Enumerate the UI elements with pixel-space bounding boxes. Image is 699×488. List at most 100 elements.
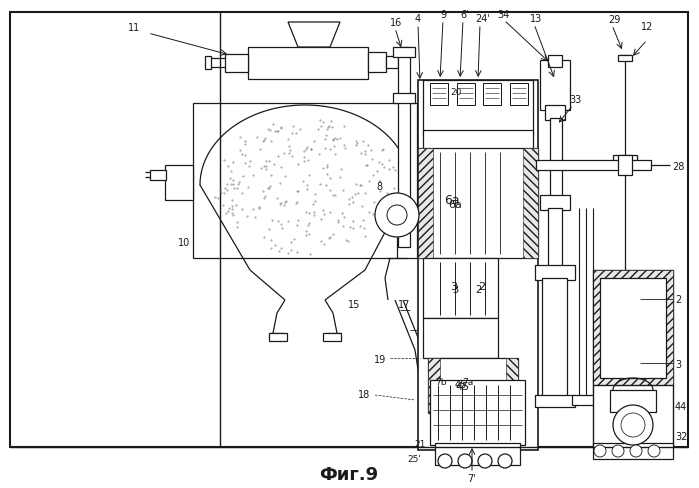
Bar <box>593 270 673 385</box>
Bar <box>612 380 638 390</box>
Text: 45: 45 <box>455 382 469 392</box>
Bar <box>610 278 640 286</box>
Text: 34: 34 <box>497 10 510 20</box>
Bar <box>368 52 386 72</box>
Text: 11: 11 <box>128 23 140 33</box>
Text: 2: 2 <box>478 282 485 292</box>
Bar <box>398 47 410 247</box>
Text: 21: 21 <box>414 440 426 449</box>
Bar <box>483 83 501 105</box>
Circle shape <box>387 205 407 225</box>
Bar <box>613 155 637 163</box>
Circle shape <box>438 454 452 468</box>
Text: 6': 6' <box>460 10 468 20</box>
Bar <box>542 278 567 398</box>
Bar <box>248 47 368 79</box>
Text: 6a: 6a <box>444 194 460 206</box>
Text: 19: 19 <box>374 355 387 365</box>
Text: 18: 18 <box>358 390 370 400</box>
Circle shape <box>458 454 472 468</box>
Text: 3: 3 <box>452 285 458 295</box>
Bar <box>548 208 562 268</box>
Text: 2: 2 <box>675 295 682 305</box>
Text: 2: 2 <box>475 285 481 295</box>
Bar <box>418 148 538 258</box>
Circle shape <box>375 193 419 237</box>
Bar <box>618 155 632 175</box>
Bar <box>435 443 520 465</box>
Text: 7b: 7b <box>435 378 447 387</box>
Bar <box>600 278 666 378</box>
Bar <box>593 270 673 385</box>
Text: 25': 25' <box>407 455 421 464</box>
Text: 4: 4 <box>415 14 421 24</box>
Bar <box>428 358 518 413</box>
Text: 10: 10 <box>178 238 190 248</box>
Bar <box>572 395 602 405</box>
Bar <box>535 395 575 407</box>
Bar <box>593 443 673 459</box>
Polygon shape <box>288 22 340 47</box>
Bar <box>428 358 440 413</box>
Bar <box>550 118 562 198</box>
Bar <box>193 103 417 258</box>
Bar <box>540 195 570 210</box>
Circle shape <box>612 445 624 457</box>
Text: 6a: 6a <box>448 200 462 210</box>
Bar <box>610 390 656 412</box>
Bar <box>393 47 415 57</box>
Text: 24': 24' <box>475 14 490 24</box>
Bar <box>225 54 248 72</box>
Text: 7a: 7a <box>462 378 473 387</box>
Bar <box>523 148 538 258</box>
Bar <box>510 83 528 105</box>
Text: 45: 45 <box>455 380 468 390</box>
Text: 13: 13 <box>530 14 542 24</box>
Text: 8: 8 <box>376 182 382 192</box>
Bar <box>593 385 673 447</box>
Circle shape <box>621 413 645 437</box>
Text: 3: 3 <box>450 282 457 292</box>
Bar <box>536 160 651 170</box>
Text: 33: 33 <box>569 95 582 105</box>
Text: 32: 32 <box>675 432 687 442</box>
Bar <box>269 333 287 341</box>
Bar <box>323 333 341 341</box>
Circle shape <box>478 454 492 468</box>
Bar <box>418 80 538 450</box>
Bar <box>540 60 570 110</box>
Bar <box>506 358 518 413</box>
Text: 29: 29 <box>608 15 621 25</box>
Bar <box>418 148 433 258</box>
Text: 12: 12 <box>641 22 654 32</box>
Text: Фиг.9: Фиг.9 <box>319 466 379 484</box>
Text: 17: 17 <box>398 300 410 310</box>
Bar <box>423 258 498 318</box>
Bar <box>423 318 498 358</box>
Bar <box>205 56 211 69</box>
Text: 15: 15 <box>348 300 361 310</box>
Bar <box>165 165 193 200</box>
Text: 9: 9 <box>440 10 446 20</box>
Bar <box>423 80 533 135</box>
Bar <box>423 130 533 150</box>
Circle shape <box>498 454 512 468</box>
Text: 20: 20 <box>450 88 461 97</box>
Bar <box>386 56 398 68</box>
Bar <box>535 265 575 280</box>
Bar <box>545 105 565 120</box>
Circle shape <box>594 445 606 457</box>
Circle shape <box>630 445 642 457</box>
Bar <box>456 83 475 105</box>
Bar <box>430 380 525 445</box>
Text: 28: 28 <box>672 162 684 172</box>
Circle shape <box>648 445 660 457</box>
Text: 16: 16 <box>390 18 402 28</box>
Text: 44: 44 <box>675 402 687 412</box>
Text: 3: 3 <box>675 360 681 370</box>
Bar <box>393 93 415 103</box>
Bar <box>430 83 448 105</box>
Bar <box>548 55 562 67</box>
Bar <box>150 170 166 180</box>
Bar <box>618 55 632 61</box>
